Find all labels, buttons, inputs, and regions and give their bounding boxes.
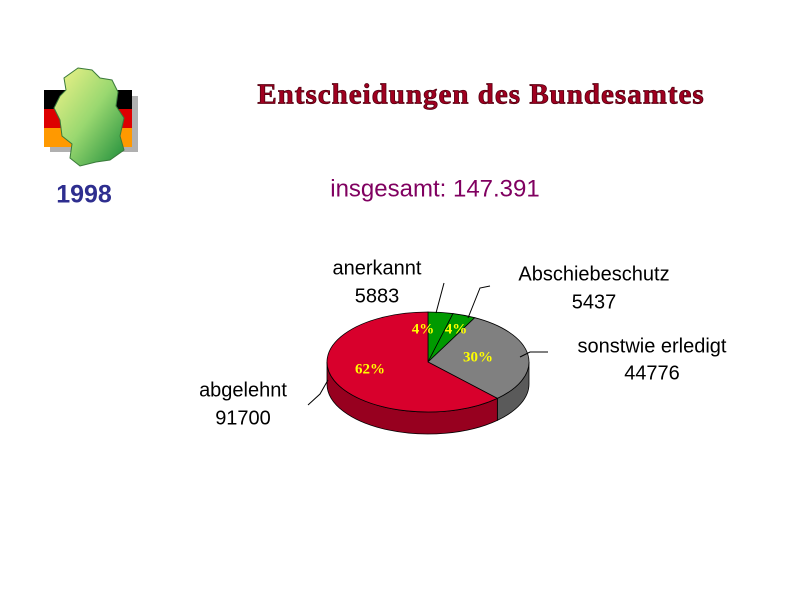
percent-label: 30% xyxy=(463,349,493,365)
slide-title: Entscheidungen des Bundesamtes xyxy=(257,79,704,111)
category-label: anerkannt xyxy=(333,257,422,279)
percent-label: 4% xyxy=(412,321,435,337)
value-label: 5883 xyxy=(355,285,400,307)
category-label: abgelehnt xyxy=(199,379,287,401)
leader-line xyxy=(435,282,445,314)
value-label: 5437 xyxy=(572,291,617,313)
percent-label: 62% xyxy=(355,361,385,377)
leader-line xyxy=(307,379,329,406)
category-label: Abschiebeschutz xyxy=(518,263,669,285)
pie xyxy=(326,311,530,435)
leader-line xyxy=(519,351,548,358)
pie-slice xyxy=(427,317,530,399)
value-label: 91700 xyxy=(215,407,271,429)
leader-line xyxy=(467,285,491,319)
category-label: sonstwie erledigt xyxy=(578,335,727,357)
chart-subtitle: insgesamt: 147.391 xyxy=(330,175,539,202)
germany-map xyxy=(53,67,125,167)
percent-label: 4% xyxy=(445,321,468,337)
value-label: 44776 xyxy=(624,362,680,384)
year: 1998 xyxy=(56,181,112,209)
germany-logo xyxy=(44,67,138,167)
pie-slice xyxy=(326,311,499,413)
